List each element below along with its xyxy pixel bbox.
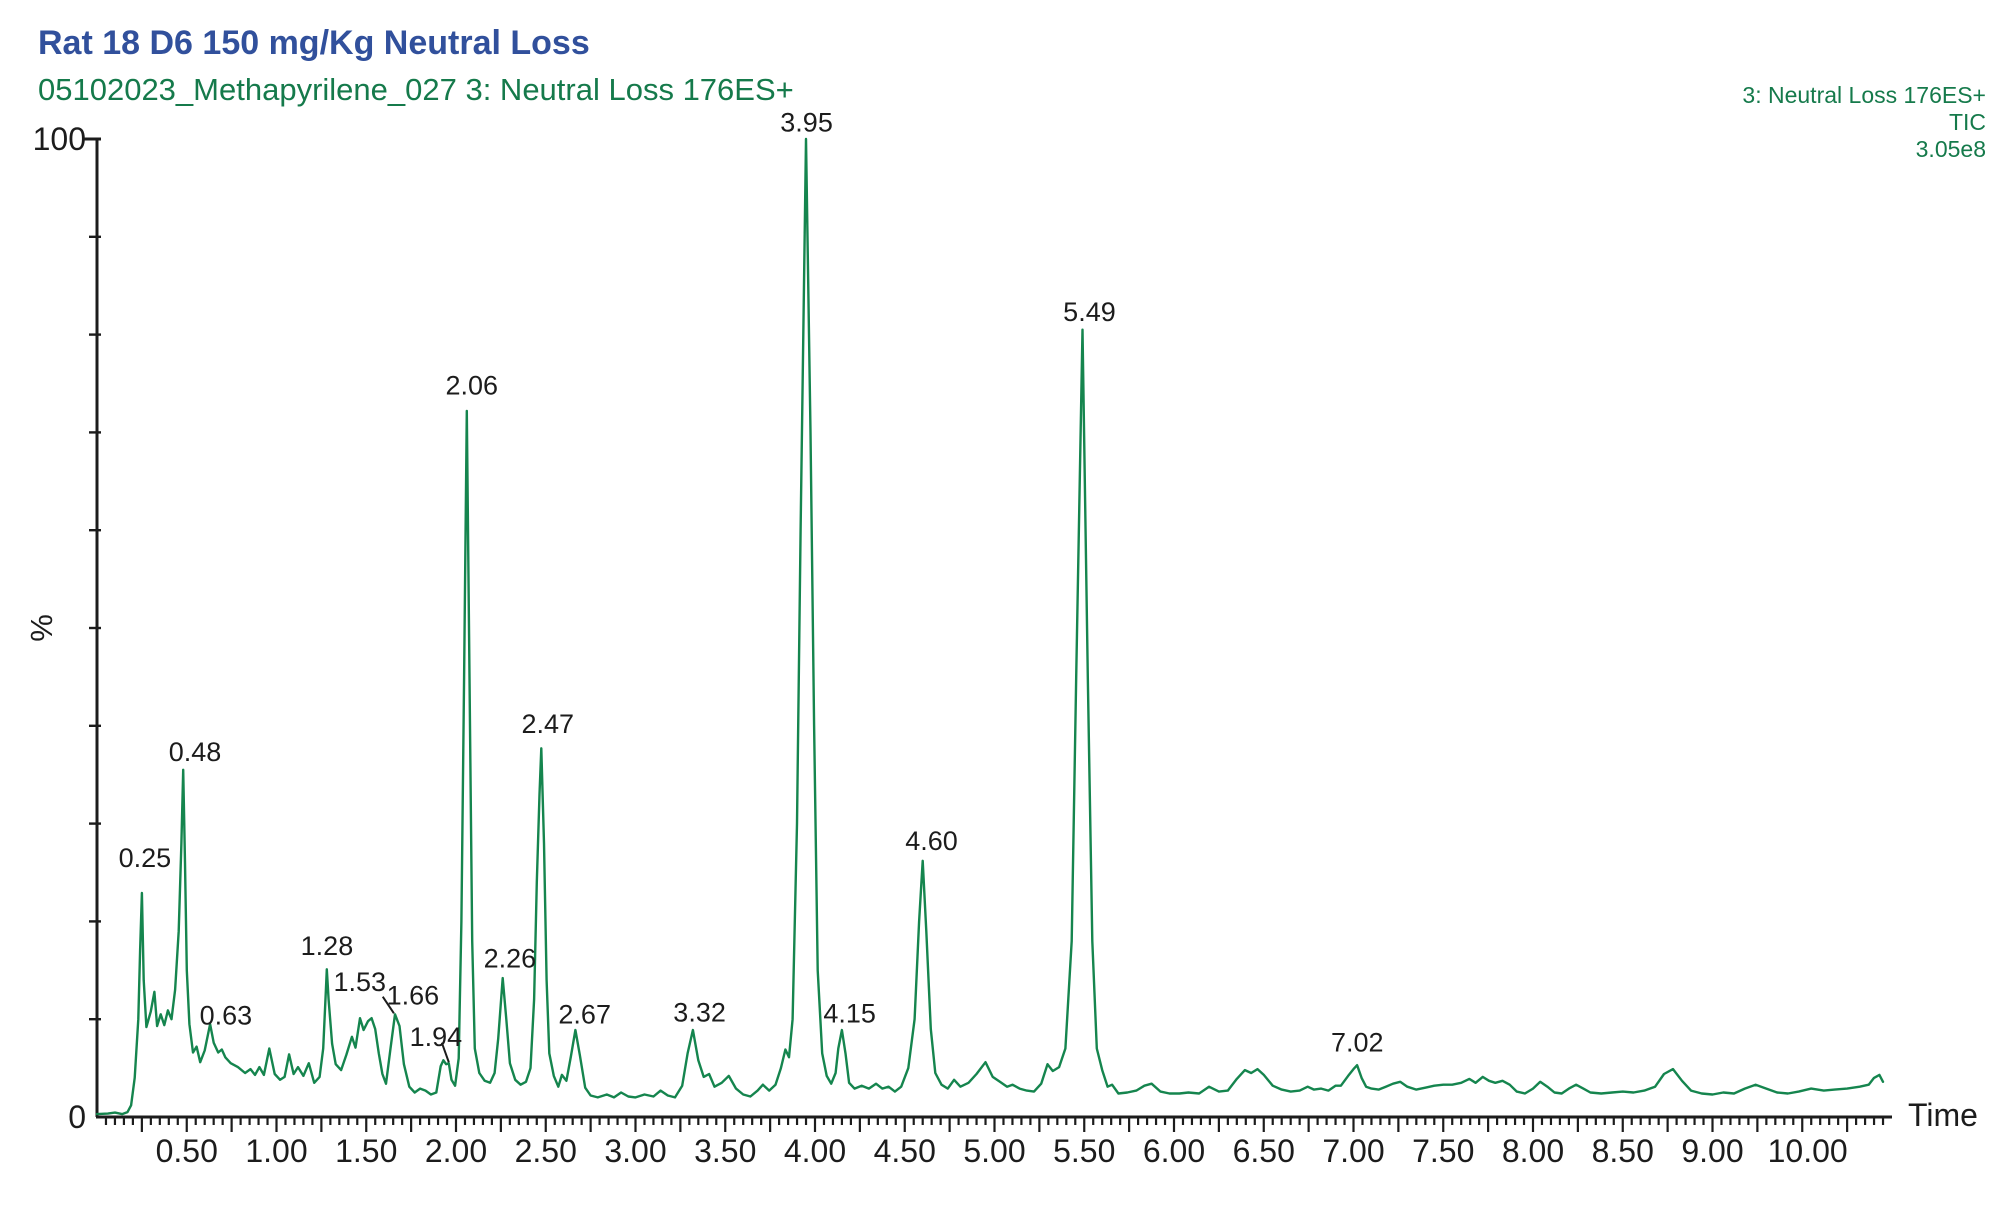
peak-label-3.95: 3.95 xyxy=(780,107,833,137)
x-tick-label: 3.00 xyxy=(604,1133,666,1169)
x-tick-label: 6.00 xyxy=(1143,1133,1205,1169)
peak-label-7.02: 7.02 xyxy=(1331,1028,1384,1058)
acquisition-subtitle: 05102023_Methapyrilene_027 3: Neutral Lo… xyxy=(38,72,794,107)
x-tick-label: 6.50 xyxy=(1233,1133,1295,1169)
peak-label-1.28: 1.28 xyxy=(301,931,354,961)
page-title: Rat 18 D6 150 mg/Kg Neutral Loss xyxy=(38,24,590,62)
x-tick-label: 7.00 xyxy=(1322,1133,1384,1169)
peak-label-5.49: 5.49 xyxy=(1063,297,1116,327)
channel-info-block: 3: Neutral Loss 176ES+ TIC 3.05e8 xyxy=(1742,82,1986,163)
x-tick-label: 10.00 xyxy=(1768,1133,1848,1169)
x-tick-label: 4.50 xyxy=(874,1133,936,1169)
x-tick-label: 4.00 xyxy=(784,1133,846,1169)
peak-label-2.67: 2.67 xyxy=(558,999,611,1029)
peak-leader-1.94 xyxy=(440,1042,450,1063)
peak-label-0.63: 0.63 xyxy=(200,1000,253,1030)
x-tick-label: 2.50 xyxy=(515,1133,577,1169)
x-tick-label: 9.00 xyxy=(1681,1133,1743,1169)
peak-label-1.53: 1.53 xyxy=(334,967,387,997)
peak-label-0.25: 0.25 xyxy=(119,843,172,873)
x-tick-label: 1.00 xyxy=(245,1133,307,1169)
peak-label-2.26: 2.26 xyxy=(484,944,537,974)
peak-label-4.60: 4.60 xyxy=(905,826,958,856)
y-tick-label: 0 xyxy=(68,1099,86,1135)
x-tick-label: 8.50 xyxy=(1592,1133,1654,1169)
y-tick-label: 100 xyxy=(33,121,86,157)
x-tick-label: 8.00 xyxy=(1502,1133,1564,1169)
x-tick-label: 2.00 xyxy=(425,1133,487,1169)
x-tick-label: 1.50 xyxy=(335,1133,397,1169)
tic-trace xyxy=(95,137,1885,1116)
channel-info-tic: TIC xyxy=(1948,109,1986,135)
peak-label-1.66: 1.66 xyxy=(387,981,440,1011)
peak-label-1.94: 1.94 xyxy=(410,1022,463,1052)
x-tick-label: 3.50 xyxy=(694,1133,756,1169)
channel-info-intensity: 3.05e8 xyxy=(1915,136,1986,162)
peak-label-3.32: 3.32 xyxy=(673,997,726,1027)
channel-info-function: 3: Neutral Loss 176ES+ xyxy=(1742,82,1986,108)
peak-leader-1.53 xyxy=(381,996,395,1014)
peak-label-4.15: 4.15 xyxy=(823,998,876,1028)
y-axis-title: % xyxy=(24,614,59,642)
x-tick-label: 0.50 xyxy=(156,1133,218,1169)
x-axis-title: Time xyxy=(1908,1097,1978,1133)
x-tick-label: 7.50 xyxy=(1412,1133,1474,1169)
peak-label-0.48: 0.48 xyxy=(169,737,222,767)
peak-label-2.06: 2.06 xyxy=(446,370,499,400)
x-tick-label: 5.00 xyxy=(963,1133,1025,1169)
peak-label-2.47: 2.47 xyxy=(521,709,574,739)
x-tick-label: 5.50 xyxy=(1053,1133,1115,1169)
